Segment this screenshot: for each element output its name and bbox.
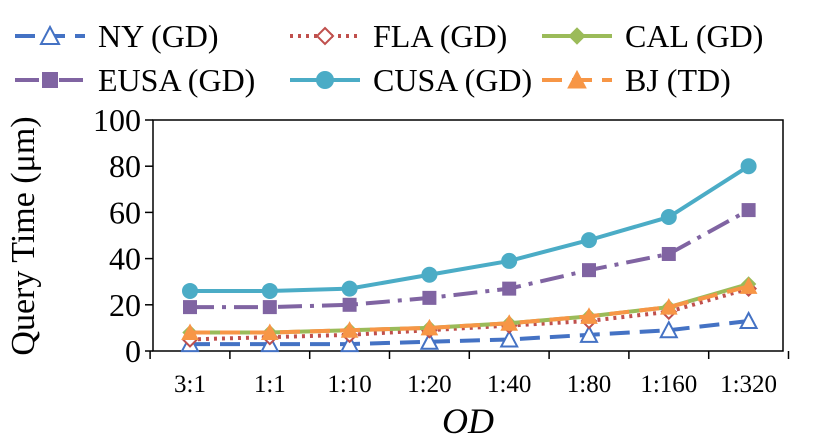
legend-label: EUSA (GD): [98, 62, 255, 98]
series-eusa-gd: [183, 203, 756, 315]
data-point: [661, 246, 676, 261]
x-tick-label: 1:80: [567, 371, 611, 398]
data-point: [659, 298, 678, 315]
data-point: [260, 323, 279, 341]
legend-marker: [316, 71, 334, 89]
series-line-eusa-gd: [190, 208, 750, 310]
y-tick-label: 100: [93, 102, 141, 138]
y-axis-label: Query Time (μm): [5, 116, 42, 355]
data-point: [422, 290, 437, 305]
legend-item-bj-td: BJ (TD): [542, 62, 731, 98]
data-point: [499, 329, 519, 348]
legend-item-ny-gd: NY (GD): [15, 18, 219, 54]
data-point: [582, 263, 596, 278]
x-tick-label: 1:10: [327, 371, 371, 398]
legend-item-cal-gd: CAL (GD): [542, 18, 763, 54]
data-point: [579, 324, 599, 343]
data-point: [740, 158, 757, 175]
legend-item-eusa-gd: EUSA (GD): [15, 62, 255, 98]
y-tick-label: 20: [109, 287, 141, 323]
legend-marker: [315, 26, 335, 46]
legend: NY (GD) FLA (GD) CAL (GD) EUSA (GD) CUSA (GD…: [15, 18, 763, 98]
data-point: [739, 277, 758, 294]
series-line-bj-td: [190, 284, 750, 335]
y-tick-label: 0: [125, 333, 141, 369]
data-point: [421, 266, 438, 283]
x-axis: 3:1 1:1 1:10 1:20 1:40 1:80 1:160 1:320: [149, 351, 790, 398]
data-point: [182, 282, 198, 299]
series-ny-gd: [180, 310, 759, 353]
legend-marker: [568, 27, 586, 45]
legend-marker: [567, 69, 587, 89]
series-group: [180, 158, 759, 353]
legend-item-cusa-gd: CUSA (GD): [290, 62, 532, 98]
data-point: [738, 310, 759, 329]
y-axis: 0 20 40 60 80 100: [93, 102, 153, 369]
y-tick-label: 60: [109, 194, 141, 230]
data-point: [502, 281, 517, 296]
x-tick-label: 3:1: [174, 371, 206, 398]
data-point: [262, 300, 277, 315]
legend-label: BJ (TD): [625, 62, 731, 98]
data-point: [581, 232, 597, 249]
x-axis-label: OD: [442, 401, 494, 441]
data-point: [340, 321, 359, 338]
legend-label: CAL (GD): [625, 18, 763, 54]
x-tick-label: 1:20: [407, 371, 451, 398]
data-point: [261, 282, 278, 299]
data-point: [342, 297, 357, 312]
series-line-fla-gd: [189, 286, 750, 342]
data-point: [183, 300, 197, 315]
legend-item-fla-gd: FLA (GD): [290, 18, 507, 54]
data-point: [181, 323, 199, 341]
legend-label: NY (GD): [98, 18, 219, 54]
series-line-ny-gd: [190, 318, 749, 347]
plot-area-frame: [152, 119, 784, 352]
data-point: [419, 331, 440, 350]
series-line-cusa-gd: [190, 164, 750, 293]
data-point: [501, 252, 518, 269]
data-point: [500, 314, 519, 331]
legend-marker: [42, 72, 58, 88]
series-bj-td: [181, 277, 758, 341]
data-point: [660, 209, 677, 226]
legend-label: CUSA (GD): [373, 62, 532, 98]
series-cusa-gd: [182, 158, 757, 299]
x-tick-label: 1:320: [720, 371, 777, 398]
legend-label: FLA (GD): [373, 18, 507, 54]
y-tick-label: 40: [109, 241, 141, 277]
data-point: [741, 203, 756, 218]
data-point: [420, 318, 439, 336]
data-point: [580, 307, 598, 324]
data-point: [339, 333, 360, 353]
x-tick-label: 1:40: [487, 371, 531, 398]
x-tick-label: 1:1: [254, 371, 286, 398]
legend-marker: [39, 24, 61, 45]
x-tick-label: 1:160: [640, 371, 697, 398]
y-tick-label: 80: [109, 148, 141, 184]
data-point: [659, 320, 679, 339]
data-point: [341, 280, 358, 297]
